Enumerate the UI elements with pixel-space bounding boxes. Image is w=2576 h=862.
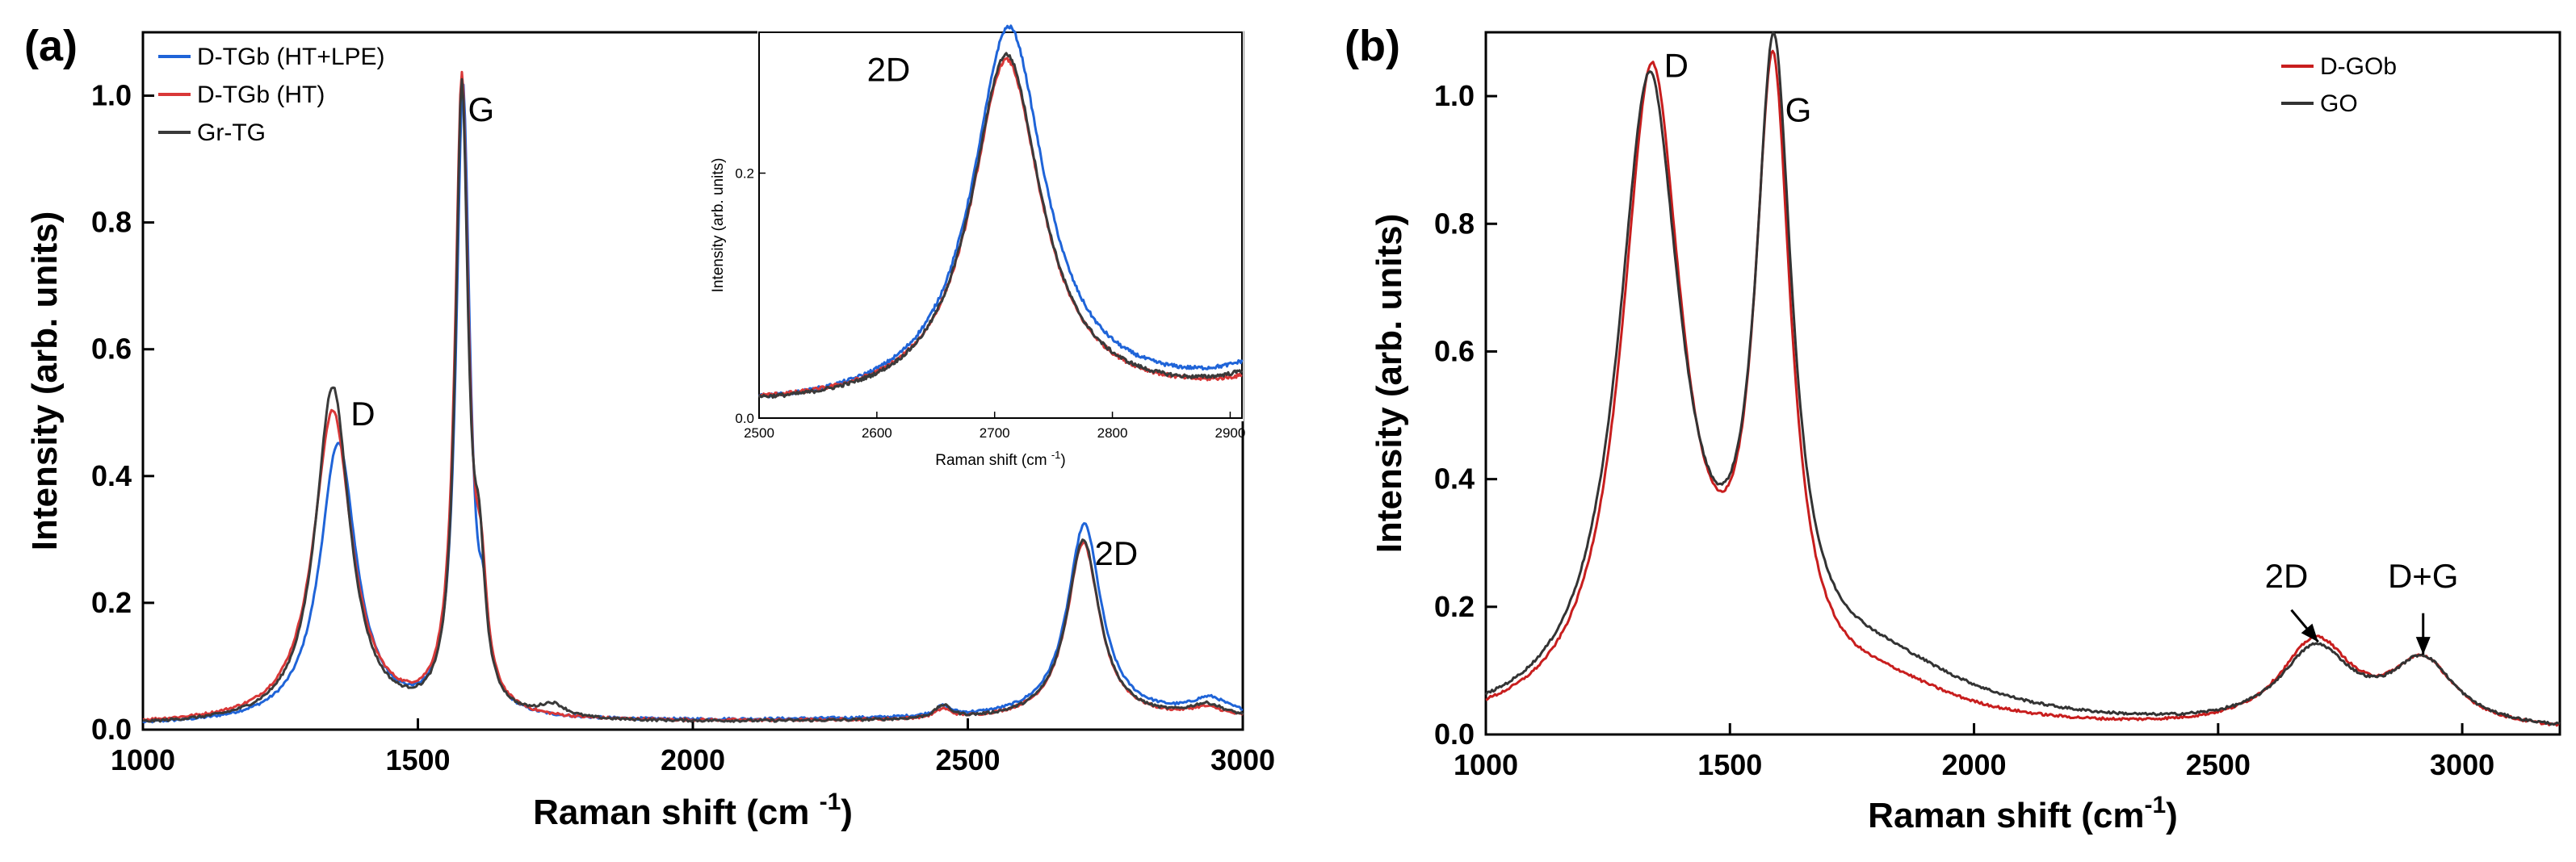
panel-a-y-tick-label: 1.0 — [91, 79, 132, 112]
inset-series-d-tgb-ht-lpe — [758, 24, 1244, 399]
panel-b-y-axis-title: Intensity (arb. units) — [1370, 214, 1409, 553]
panel-a-annotation-d: D — [350, 395, 375, 433]
panel-a-inset: 2500 2600 2700 2800 2900 0.0 0.2 2D Raman shi… — [710, 24, 1245, 469]
inset-annotations: 2D — [867, 51, 911, 89]
panel-a-x-tick-label: 1000 — [111, 743, 175, 776]
panel-a-annotation-g: G — [468, 90, 494, 128]
legend-label-d-tgb-ht-lpe: D-TGb (HT+LPE) — [197, 44, 385, 70]
panel-a: (a) 1000 1500 2000 2500 3000 0.0 0.2 0.4 0.6 0.8… — [24, 22, 1275, 832]
panel-a-y-tick-label: 0.2 — [91, 586, 132, 619]
panel-a-label: (a) — [24, 22, 78, 70]
legend-item-d-tgb-ht: D-TGb (HT) — [158, 82, 325, 108]
panel-b-y-tick-label: 0.8 — [1434, 207, 1475, 240]
inset-y-tick-label: 0.0 — [735, 411, 754, 426]
legend-label-d-tgb-ht: D-TGb (HT) — [197, 82, 325, 108]
panel-a-y-tick-label: 0.8 — [91, 206, 132, 239]
panel-b: (b) 1000 1500 2000 2500 3000 0.0 0.2 0.4 0.6 0.8… — [1345, 22, 2561, 835]
inset-x-tick-label: 2800 — [1097, 425, 1128, 441]
panel-b-x-axis-title: Raman shift (cm-1) — [1868, 792, 2178, 835]
panel-a-y-axis-title: Intensity (arb. units) — [25, 211, 65, 550]
panel-b-x-tick-label: 2500 — [2186, 748, 2251, 781]
panel-a-y-ticks: 0.0 0.2 0.4 0.6 0.8 1.0 — [91, 79, 154, 746]
panel-b-arrow-head — [2415, 637, 2431, 655]
inset-background — [757, 31, 1244, 421]
inset-y-tick-label: 0.2 — [735, 166, 754, 182]
inset-plot-frame — [758, 31, 1243, 419]
panel-b-arrow-head — [2301, 623, 2318, 642]
panel-b-x-tick-label: 1000 — [1454, 748, 1518, 781]
inset-series — [757, 24, 1244, 400]
panel-b-series-d-gob — [1485, 49, 2561, 727]
panel-b-annotation-g: G — [1785, 91, 1812, 129]
panel-b-annotation-d: D — [1664, 46, 1689, 84]
panel-a-x-tick-label: 1500 — [385, 743, 450, 776]
panel-a-annotations: D G 2D — [350, 90, 1138, 572]
inset-x-tick-label: 2600 — [862, 425, 892, 441]
inset-annotation-2d: 2D — [867, 51, 911, 89]
panel-b-annotations: D G 2D D+G — [1664, 46, 2459, 655]
panel-a-annotation-2d: 2D — [1095, 534, 1139, 572]
panel-b-x-tick-label: 2000 — [1941, 748, 2006, 781]
panel-b-y-tick-label: 0.2 — [1434, 590, 1475, 623]
panel-a-x-ticks: 1000 1500 2000 2500 3000 — [111, 718, 1275, 776]
legend-item-go: GO — [2281, 90, 2358, 117]
panel-b-y-ticks: 0.0 0.2 0.4 0.6 0.8 1.0 — [1434, 79, 1497, 751]
panel-a-series — [142, 70, 1244, 724]
inset-x-tick-label: 2900 — [1215, 425, 1246, 441]
panel-a-x-tick-label: 2000 — [661, 743, 725, 776]
legend-label-go: GO — [2320, 90, 2358, 117]
inset-series-gr-tg — [757, 52, 1244, 400]
panel-a-series-d-tgb-ht-lpe — [142, 83, 1244, 724]
legend-label-d-gob: D-GOb — [2320, 53, 2397, 80]
panel-a-legend: D-TGb (HT+LPE) D-TGb (HT) Gr-TG — [158, 44, 385, 146]
panel-a-y-tick-label: 0.0 — [91, 713, 132, 746]
panel-b-y-tick-label: 0.6 — [1434, 334, 1475, 367]
panel-b-series-go — [1484, 31, 2561, 726]
panel-b-x-tick-label: 1500 — [1697, 748, 1762, 781]
panel-b-y-tick-label: 1.0 — [1434, 79, 1475, 112]
panel-b-x-tick-label: 3000 — [2430, 748, 2494, 781]
panel-a-x-tick-label: 2500 — [935, 743, 1000, 776]
panel-b-y-tick-label: 0.4 — [1434, 462, 1475, 496]
panel-b-label: (b) — [1345, 22, 1400, 70]
panel-a-series-gr-tg — [142, 77, 1244, 723]
inset-x-tick-label: 2700 — [980, 425, 1010, 441]
panel-a-y-tick-label: 0.4 — [91, 459, 132, 492]
legend-label-gr-tg: Gr-TG — [197, 119, 266, 146]
inset-y-ticks: 0.0 0.2 — [735, 166, 766, 426]
legend-item-d-tgb-ht-lpe: D-TGb (HT+LPE) — [158, 44, 385, 70]
panel-a-x-tick-label: 3000 — [1210, 743, 1275, 776]
panel-b-legend: D-GOb GO — [2281, 53, 2397, 117]
panel-a-x-axis-title: Raman shift (cm -1) — [533, 789, 853, 832]
panel-b-y-tick-label: 0.0 — [1434, 718, 1475, 751]
panel-b-series — [1484, 31, 2561, 727]
inset-x-ticks: 2500 2600 2700 2800 2900 — [744, 412, 1245, 441]
panel-b-x-ticks: 1000 1500 2000 2500 3000 — [1454, 723, 2494, 781]
panel-b-annotation-d-g: D+G — [2388, 557, 2459, 595]
panel-b-plot-frame — [1484, 31, 2561, 736]
panel-a-y-tick-label: 0.6 — [91, 333, 132, 366]
inset-x-tick-label: 2500 — [744, 425, 774, 441]
legend-item-d-gob: D-GOb — [2281, 53, 2397, 80]
legend-item-gr-tg: Gr-TG — [158, 119, 266, 146]
inset-y-axis-title: Intensity (arb. units) — [710, 158, 727, 293]
inset-x-axis-title: Raman shift (cm -1) — [935, 449, 1065, 469]
panel-b-annotation-2d: 2D — [2265, 557, 2309, 595]
